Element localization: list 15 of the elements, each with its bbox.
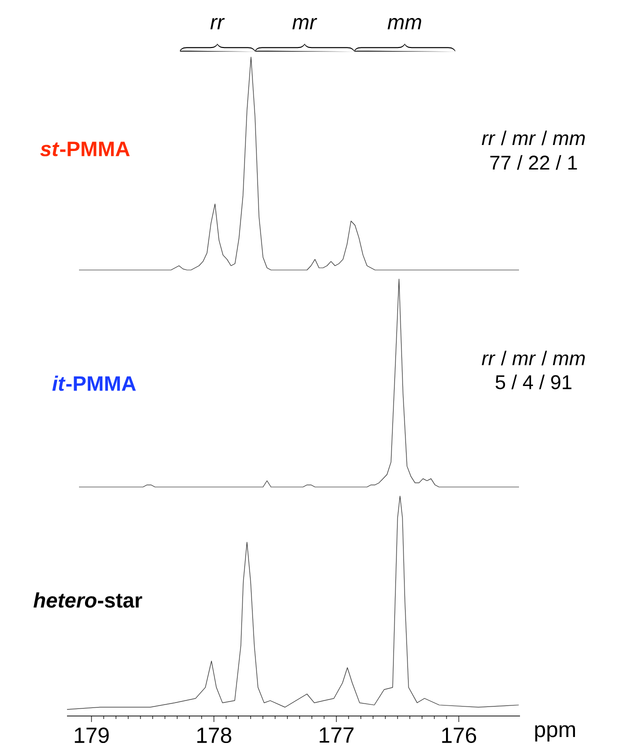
text: hetero-star xyxy=(34,592,142,608)
x-tick-label: 176 xyxy=(442,728,476,744)
annotation: rr / mr / mm xyxy=(482,350,585,366)
x-tick-label: 179 xyxy=(74,728,109,744)
text: mr xyxy=(292,18,318,30)
text: rr xyxy=(210,18,225,30)
x-tick-label: 178 xyxy=(197,728,232,744)
x-axis-title: ppm xyxy=(535,725,575,742)
annotation: 5 / 4 / 91 xyxy=(496,374,572,390)
annotation: 77 / 22 / 1 xyxy=(490,155,577,170)
text: mm xyxy=(388,18,422,30)
annotation: rr / mr / mm xyxy=(482,130,585,146)
text: st-PMMA xyxy=(40,142,130,156)
x-tick-label: 177 xyxy=(320,728,354,743)
text: it-PMMA xyxy=(52,376,136,391)
